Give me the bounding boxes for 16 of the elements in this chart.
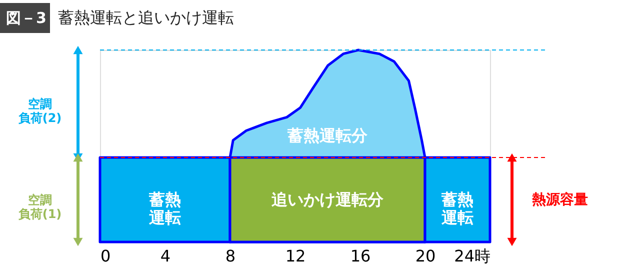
- text: 空調負荷(2): [18, 96, 62, 125]
- x-tick-label: 20: [415, 246, 436, 266]
- x-tick-label: 0: [100, 246, 111, 266]
- x-tick-label: 24時: [454, 246, 490, 266]
- annotation: 蓄熱運転分: [286, 126, 368, 146]
- chart-title: 蓄熱運転と追いかけ運転: [58, 8, 234, 27]
- text: 熱源容量: [531, 190, 588, 208]
- text: 空調負荷(1): [18, 192, 62, 221]
- annotation: 追いかけ運転分: [270, 190, 384, 209]
- x-tick-label: 16: [350, 246, 371, 266]
- text: 図－3: [6, 9, 46, 27]
- annotation: 蓄熱運転: [148, 190, 181, 227]
- x-tick-label: 12: [285, 246, 306, 266]
- x-tick-label: 4: [160, 246, 171, 266]
- x-tick-label: 8: [225, 246, 236, 266]
- annotation: 蓄熱運転: [440, 190, 474, 227]
